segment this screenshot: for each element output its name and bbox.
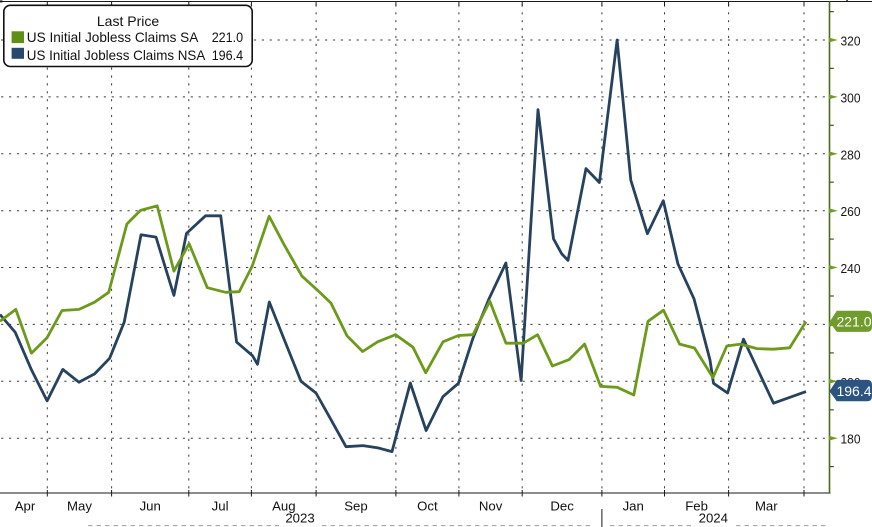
- svg-text:196.4: 196.4: [836, 383, 871, 399]
- svg-text:US Initial Jobless Claims SA: US Initial Jobless Claims SA: [27, 29, 199, 45]
- svg-text:2023: 2023: [285, 511, 314, 526]
- svg-text:196.4: 196.4: [212, 47, 244, 63]
- svg-text:280: 280: [841, 147, 861, 162]
- svg-text:Last Price: Last Price: [97, 13, 159, 29]
- svg-text:Mar: Mar: [755, 499, 778, 514]
- svg-text:260: 260: [841, 204, 861, 219]
- svg-text:Nov: Nov: [479, 499, 503, 514]
- svg-text:Feb: Feb: [685, 499, 708, 514]
- svg-text:180: 180: [841, 432, 861, 447]
- svg-text:US Initial Jobless Claims NSA: US Initial Jobless Claims NSA: [27, 47, 206, 63]
- svg-text:Jul: Jul: [212, 499, 229, 514]
- svg-text:Dec: Dec: [550, 499, 574, 514]
- svg-text:Sep: Sep: [344, 499, 367, 514]
- svg-text:221.0: 221.0: [212, 29, 244, 45]
- svg-text:May: May: [67, 499, 92, 514]
- svg-text:2024: 2024: [699, 511, 728, 526]
- svg-text:300: 300: [841, 90, 861, 105]
- svg-text:240: 240: [841, 261, 861, 276]
- svg-text:Jun: Jun: [140, 499, 161, 514]
- svg-text:Apr: Apr: [15, 499, 36, 514]
- svg-text:Oct: Oct: [417, 499, 438, 514]
- svg-text:320: 320: [841, 34, 861, 49]
- svg-text:Jan: Jan: [623, 499, 644, 514]
- svg-text:221.0: 221.0: [836, 314, 871, 330]
- svg-text:Aug: Aug: [272, 499, 295, 514]
